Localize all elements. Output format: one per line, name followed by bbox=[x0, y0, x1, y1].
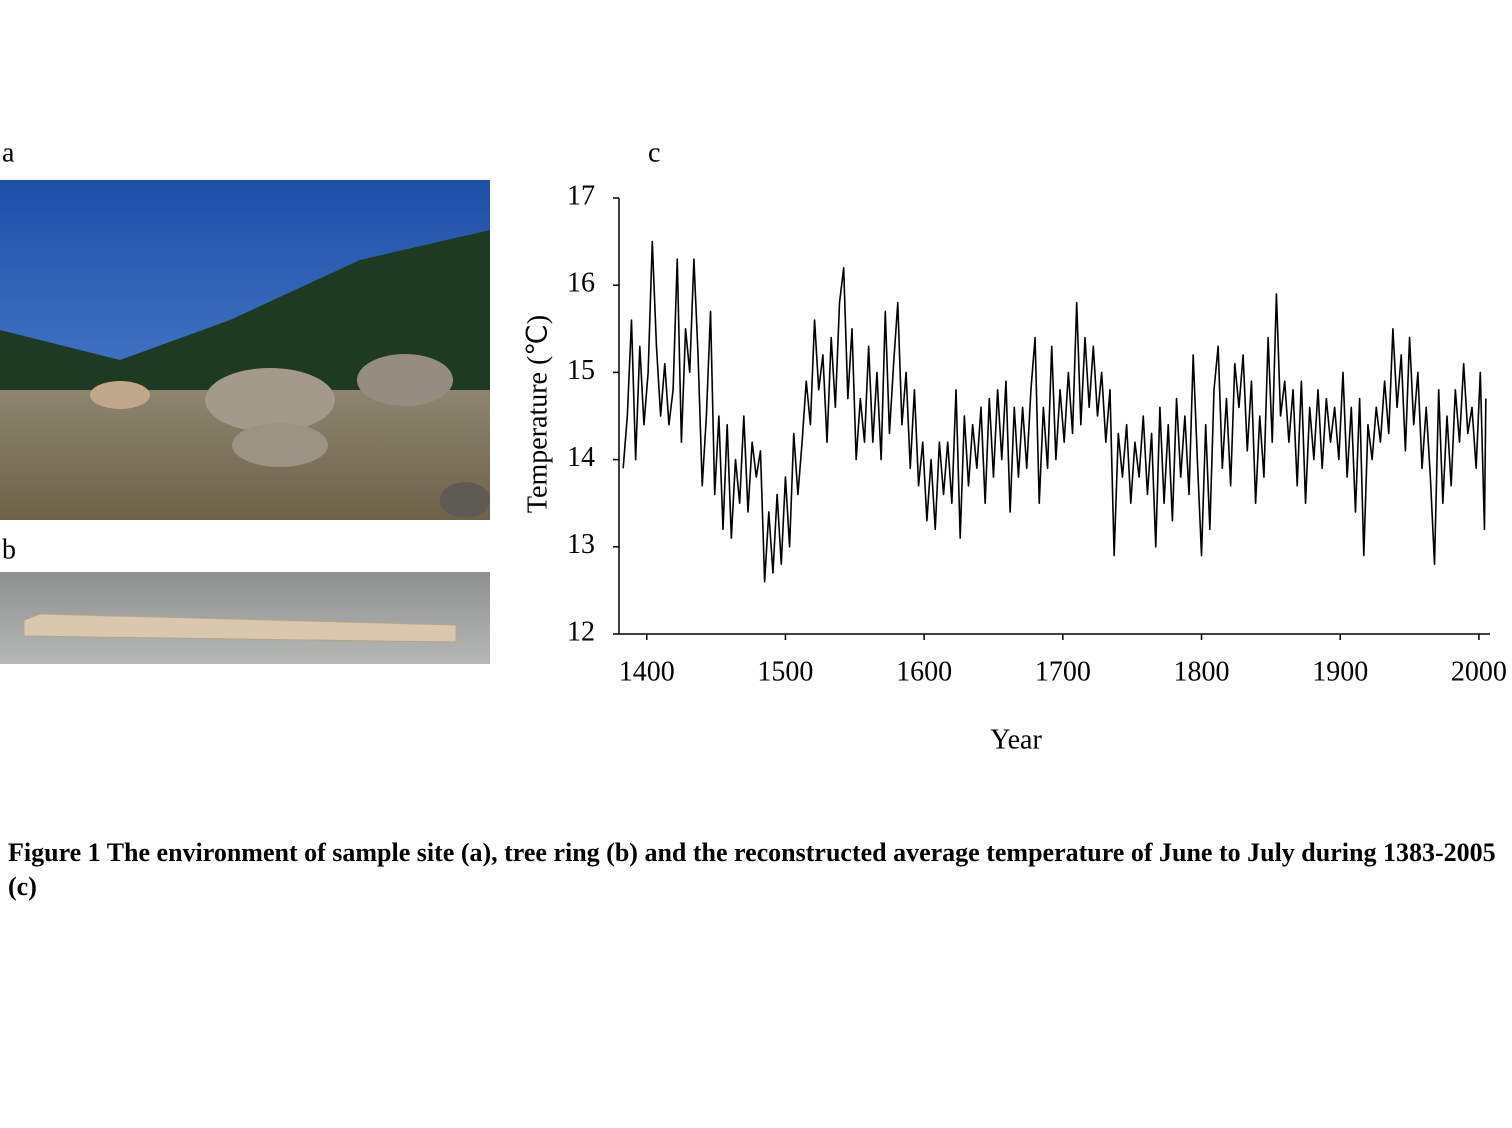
y-tick-label: 13 bbox=[567, 529, 595, 560]
y-tick-label: 16 bbox=[567, 268, 595, 299]
panel-label: b bbox=[2, 534, 16, 565]
y-tick-label: 17 bbox=[567, 180, 595, 211]
tree-ring-photo bbox=[0, 572, 490, 664]
y-tick-label: 14 bbox=[567, 442, 595, 473]
x-tick-label: 2000 bbox=[1451, 656, 1507, 687]
x-tick-label: 1800 bbox=[1174, 656, 1230, 687]
x-tick-label: 1400 bbox=[619, 656, 675, 687]
figure-caption: Figure 1 The environment of sample site … bbox=[8, 838, 1496, 901]
y-tick-label: 15 bbox=[567, 355, 595, 386]
x-axis-title: Year bbox=[990, 724, 1042, 755]
x-tick-label: 1500 bbox=[757, 656, 813, 687]
y-axis-title: Temperature (℃) bbox=[522, 315, 553, 513]
panel-label: a bbox=[2, 137, 15, 168]
figure: a b c Year Temperature (℃) 12 13 14 15 16 17 1… bbox=[0, 137, 1507, 755]
x-tick-label: 1700 bbox=[1035, 656, 1091, 687]
site-photo bbox=[0, 180, 490, 520]
x-tick-label: 1600 bbox=[896, 656, 952, 687]
panel-label: c bbox=[648, 137, 660, 168]
temperature-line bbox=[622, 240, 1487, 583]
y-tick-label: 12 bbox=[567, 616, 595, 647]
x-tick-label: 1900 bbox=[1312, 656, 1368, 687]
